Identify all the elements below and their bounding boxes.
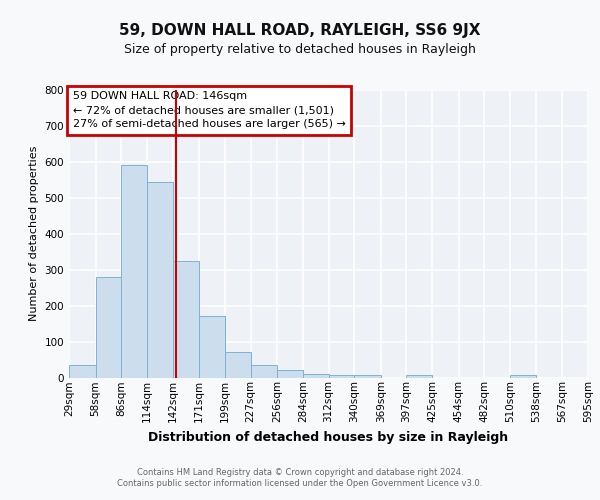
Bar bbox=[173, 260, 199, 378]
Bar bbox=[406, 374, 432, 378]
Bar bbox=[225, 352, 251, 378]
Bar bbox=[121, 166, 147, 378]
Text: Contains HM Land Registry data © Crown copyright and database right 2024.
Contai: Contains HM Land Registry data © Crown c… bbox=[118, 468, 482, 487]
Bar bbox=[69, 365, 95, 378]
Bar bbox=[95, 277, 121, 378]
Y-axis label: Number of detached properties: Number of detached properties bbox=[29, 146, 39, 322]
Bar bbox=[277, 370, 303, 378]
Bar bbox=[199, 316, 225, 378]
Bar bbox=[251, 365, 277, 378]
Bar bbox=[147, 182, 173, 378]
X-axis label: Distribution of detached houses by size in Rayleigh: Distribution of detached houses by size … bbox=[148, 430, 509, 444]
Bar bbox=[354, 374, 381, 378]
Text: Size of property relative to detached houses in Rayleigh: Size of property relative to detached ho… bbox=[124, 42, 476, 56]
Bar bbox=[303, 374, 329, 378]
Bar bbox=[510, 374, 536, 378]
Text: 59 DOWN HALL ROAD: 146sqm
← 72% of detached houses are smaller (1,501)
27% of se: 59 DOWN HALL ROAD: 146sqm ← 72% of detac… bbox=[73, 91, 346, 129]
Bar bbox=[329, 374, 354, 378]
Text: 59, DOWN HALL ROAD, RAYLEIGH, SS6 9JX: 59, DOWN HALL ROAD, RAYLEIGH, SS6 9JX bbox=[119, 22, 481, 38]
